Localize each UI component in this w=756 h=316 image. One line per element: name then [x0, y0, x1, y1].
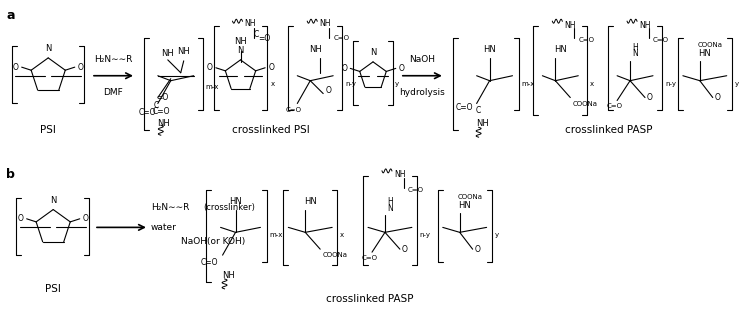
Text: C=O: C=O: [285, 107, 302, 113]
Text: N: N: [50, 196, 57, 204]
Text: O: O: [325, 86, 331, 95]
Text: crosslinked PASP: crosslinked PASP: [565, 125, 653, 135]
Text: NH: NH: [564, 21, 576, 30]
Text: C=O: C=O: [333, 35, 349, 41]
Text: hydrolysis: hydrolysis: [399, 88, 445, 97]
Text: C=O: C=O: [362, 255, 378, 261]
Text: C=O: C=O: [455, 103, 472, 112]
Text: n-y: n-y: [665, 81, 676, 87]
Text: H: H: [632, 43, 638, 52]
Text: N: N: [237, 46, 243, 55]
Text: C=O: C=O: [578, 37, 594, 43]
Text: HN: HN: [483, 45, 496, 54]
Text: x: x: [590, 81, 594, 87]
Text: O: O: [13, 63, 19, 72]
Text: NaOH(or KOH): NaOH(or KOH): [181, 237, 245, 246]
Text: =O: =O: [156, 93, 168, 102]
Text: H₂N∼∼R: H₂N∼∼R: [151, 203, 189, 211]
Text: NH: NH: [476, 119, 489, 128]
Text: C: C: [153, 101, 159, 110]
Text: DMF: DMF: [103, 88, 123, 97]
Text: (crosslinker): (crosslinker): [203, 203, 256, 211]
Text: b: b: [6, 168, 15, 181]
Text: O: O: [268, 63, 274, 72]
Text: m-x: m-x: [206, 84, 219, 90]
Text: N: N: [387, 204, 393, 213]
Text: COONa: COONa: [457, 194, 482, 200]
Text: HN: HN: [699, 49, 711, 58]
Text: n-y: n-y: [345, 81, 356, 87]
Text: C: C: [476, 106, 481, 115]
Text: x: x: [271, 81, 274, 87]
Text: O: O: [402, 245, 407, 254]
Text: O: O: [78, 63, 84, 72]
Text: NH: NH: [394, 170, 405, 179]
Text: NH: NH: [157, 119, 170, 128]
Text: crosslinked PASP: crosslinked PASP: [327, 294, 414, 304]
Text: O: O: [207, 63, 213, 72]
Text: HN: HN: [554, 45, 567, 54]
Text: PSI: PSI: [45, 284, 61, 294]
Text: =O: =O: [259, 33, 271, 43]
Text: HN: HN: [304, 197, 317, 206]
Text: m-x: m-x: [522, 81, 534, 87]
Text: O: O: [82, 214, 88, 223]
Text: NH: NH: [639, 21, 650, 30]
Text: NH: NH: [161, 49, 174, 58]
Text: HN: HN: [229, 197, 242, 206]
Text: y: y: [395, 81, 399, 87]
Text: NH: NH: [222, 271, 235, 280]
Text: n-y: n-y: [420, 232, 431, 238]
Text: H₂N∼∼R: H₂N∼∼R: [94, 55, 132, 64]
Text: H: H: [387, 197, 393, 206]
Text: C: C: [254, 30, 259, 39]
Text: NaOH: NaOH: [409, 55, 435, 64]
Text: O: O: [398, 64, 404, 73]
Text: C=O: C=O: [201, 258, 218, 267]
Text: O: O: [342, 64, 347, 73]
Text: water: water: [151, 223, 177, 232]
Text: O: O: [647, 93, 653, 102]
Text: C=O: C=O: [607, 103, 623, 109]
Text: NH: NH: [234, 37, 247, 46]
Text: O: O: [18, 214, 23, 223]
Text: NH: NH: [178, 47, 190, 56]
Text: N: N: [632, 49, 638, 58]
Text: NH: NH: [319, 19, 330, 28]
Text: N: N: [45, 44, 51, 53]
Text: HN: HN: [458, 201, 471, 210]
Text: NH: NH: [244, 19, 256, 28]
Text: crosslinked PSI: crosslinked PSI: [231, 125, 309, 135]
Text: O: O: [714, 93, 720, 102]
Text: NH: NH: [309, 45, 321, 54]
Text: O: O: [475, 245, 481, 254]
Text: C=O: C=O: [653, 37, 669, 43]
Text: C=O: C=O: [408, 187, 424, 193]
Text: y: y: [735, 81, 739, 87]
Text: COONa: COONa: [572, 100, 597, 106]
Text: COONa: COONa: [322, 252, 347, 258]
Text: C=O: C=O: [138, 108, 156, 118]
Text: y: y: [494, 232, 499, 238]
Text: N: N: [370, 48, 376, 57]
Text: m-x: m-x: [269, 232, 283, 238]
Text: C=O: C=O: [153, 107, 171, 117]
Text: a: a: [6, 9, 15, 22]
Text: x: x: [340, 232, 344, 238]
Text: COONa: COONa: [697, 42, 722, 48]
Text: PSI: PSI: [40, 125, 56, 135]
